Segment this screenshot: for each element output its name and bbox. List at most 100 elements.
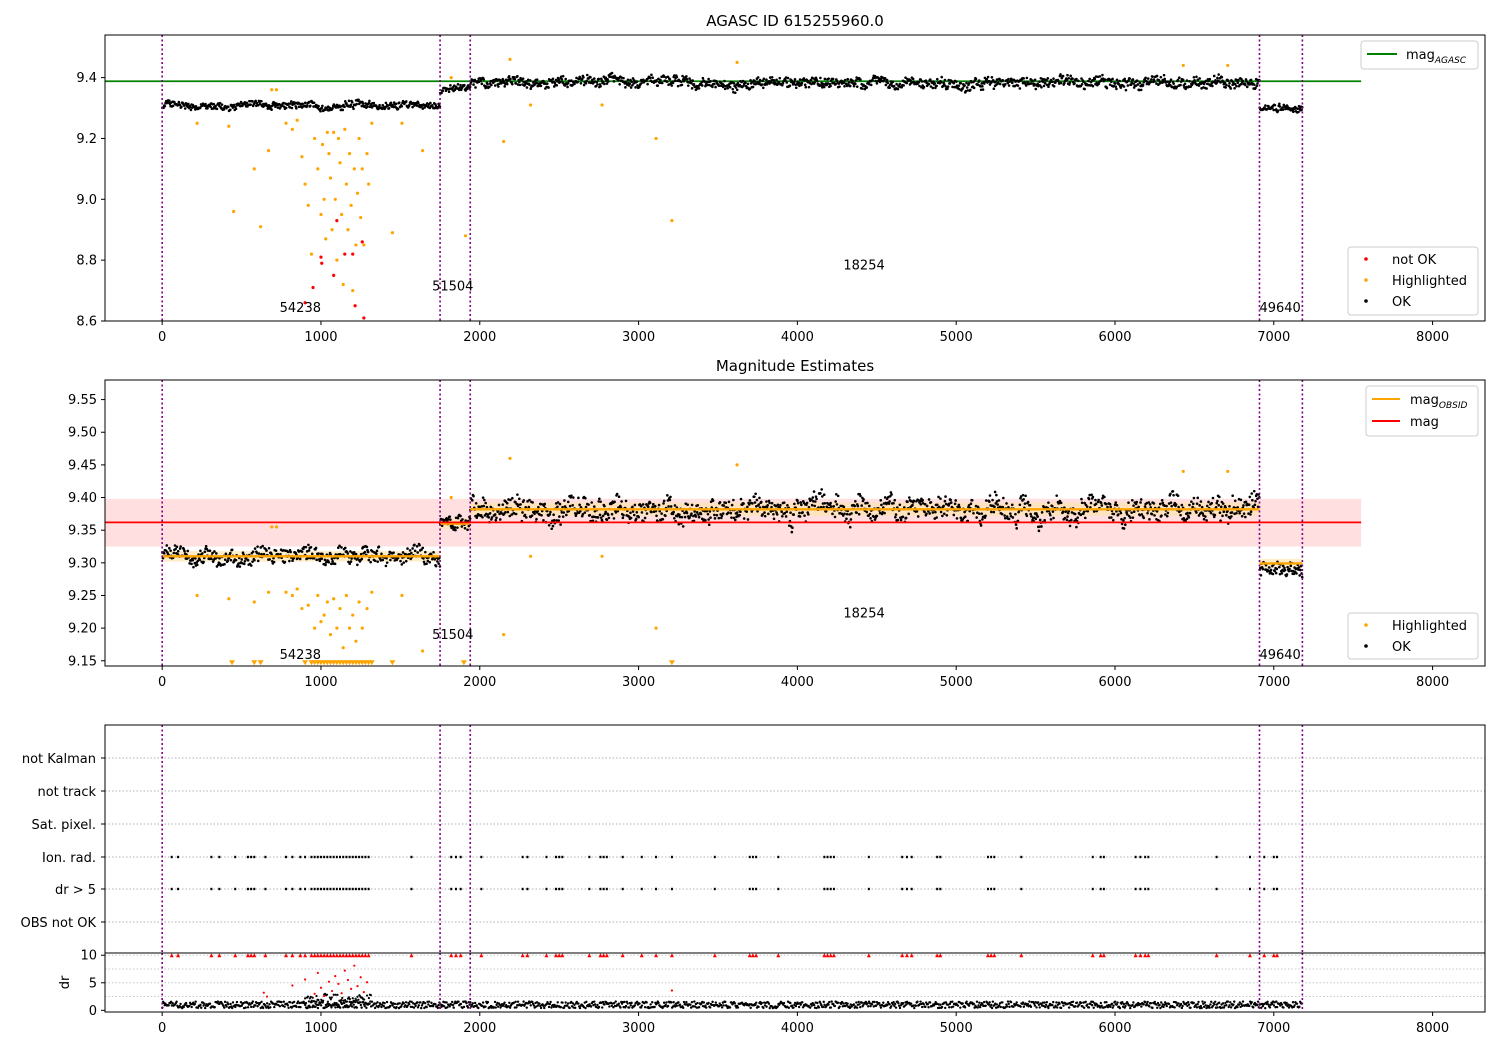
ok-point bbox=[606, 513, 610, 517]
highlighted-point bbox=[351, 613, 355, 617]
ok-point bbox=[980, 512, 984, 515]
ok-point bbox=[1049, 513, 1052, 517]
ok-point bbox=[1103, 495, 1106, 499]
ok-point bbox=[796, 501, 800, 505]
flag-event bbox=[605, 855, 608, 859]
ok-point bbox=[812, 490, 816, 493]
ok-point bbox=[1166, 511, 1170, 515]
ok-point bbox=[243, 559, 247, 563]
ok-point bbox=[1175, 85, 1179, 89]
ok-point bbox=[935, 503, 939, 507]
ok-point bbox=[628, 82, 632, 85]
ok-point bbox=[974, 77, 978, 81]
ok-point bbox=[518, 83, 522, 87]
flag-event bbox=[313, 855, 316, 859]
ok-point bbox=[1172, 82, 1175, 85]
plot-area-3 bbox=[105, 725, 1485, 953]
dr-point bbox=[888, 1003, 891, 1006]
ok-point bbox=[592, 505, 596, 508]
flag-row-label: not track bbox=[37, 785, 96, 800]
ok-point bbox=[566, 500, 570, 504]
ok-point bbox=[214, 557, 217, 560]
ok-point bbox=[958, 505, 961, 509]
ok-point bbox=[1225, 513, 1228, 517]
ok-point bbox=[498, 518, 502, 521]
ok-point bbox=[1160, 514, 1163, 517]
ok-point bbox=[965, 81, 968, 85]
ok-point bbox=[1229, 87, 1233, 90]
ok-point bbox=[384, 564, 388, 568]
dr-point bbox=[423, 1006, 426, 1010]
ok-point bbox=[1037, 529, 1041, 533]
ok-point bbox=[176, 549, 180, 553]
ok-point bbox=[1267, 105, 1270, 108]
ok-point bbox=[1238, 511, 1241, 515]
ok-point bbox=[1211, 84, 1214, 88]
ok-point bbox=[366, 105, 369, 109]
ok-point bbox=[859, 78, 862, 81]
ok-point bbox=[508, 514, 512, 518]
ok-point bbox=[1089, 80, 1093, 84]
dr-point bbox=[820, 1003, 823, 1007]
ok-point bbox=[641, 503, 645, 506]
dr-point bbox=[601, 1000, 605, 1004]
ok-point bbox=[742, 502, 745, 505]
axes-frame-2 bbox=[104, 379, 1486, 667]
highlighted-point bbox=[274, 88, 279, 92]
dr-point bbox=[359, 1003, 363, 1007]
ok-point bbox=[484, 85, 488, 88]
ok-point bbox=[748, 499, 752, 502]
ok-point bbox=[1117, 83, 1121, 86]
ok-point bbox=[707, 518, 710, 521]
ok-point bbox=[634, 517, 638, 521]
ok-point bbox=[935, 77, 939, 81]
ok-point bbox=[749, 79, 752, 82]
dr-point bbox=[797, 1005, 801, 1009]
dr-point bbox=[190, 1005, 193, 1009]
ok-point bbox=[547, 86, 550, 89]
ok-point bbox=[506, 510, 510, 514]
highlighted-point bbox=[284, 121, 288, 125]
ok-point bbox=[1182, 516, 1186, 520]
ok-point bbox=[706, 80, 710, 84]
ok-point bbox=[314, 546, 318, 550]
ok-point bbox=[739, 510, 742, 514]
ok-point bbox=[1038, 518, 1042, 522]
ok-point bbox=[400, 563, 404, 566]
flag-event bbox=[748, 855, 751, 859]
ok-point bbox=[1244, 83, 1247, 87]
ok-point bbox=[1108, 83, 1112, 86]
dr-point bbox=[651, 1001, 654, 1004]
highlighted-limit-marker bbox=[368, 660, 375, 666]
ok-point bbox=[577, 496, 580, 500]
ok-point bbox=[869, 83, 873, 87]
flag-event bbox=[748, 887, 751, 891]
ok-point bbox=[1186, 511, 1189, 515]
ok-point bbox=[746, 505, 749, 509]
x-tick-label: 6000 bbox=[1098, 330, 1131, 345]
dr-point bbox=[848, 1006, 852, 1010]
ok-point bbox=[957, 84, 961, 87]
dr-point bbox=[231, 1006, 234, 1010]
ok-point bbox=[942, 512, 946, 516]
ok-point bbox=[380, 552, 383, 556]
dr-point bbox=[782, 1001, 786, 1005]
flag-row-label: not Kalman bbox=[22, 752, 96, 767]
ok-point bbox=[1269, 568, 1273, 572]
ok-point bbox=[1255, 84, 1259, 88]
dr-point bbox=[789, 1001, 792, 1005]
ok-point bbox=[667, 505, 670, 508]
ok-point bbox=[174, 547, 177, 551]
ok-point bbox=[327, 560, 331, 564]
ok-point bbox=[185, 557, 189, 560]
ok-point bbox=[516, 83, 520, 86]
highlighted-point bbox=[351, 288, 355, 293]
ok-point bbox=[1285, 573, 1289, 576]
highlighted-point bbox=[359, 215, 363, 220]
ok-point bbox=[1055, 494, 1059, 497]
ok-point bbox=[823, 77, 827, 81]
ok-point bbox=[585, 73, 589, 77]
ok-point bbox=[309, 545, 313, 549]
ok-point bbox=[709, 500, 713, 504]
ok-point bbox=[843, 84, 846, 88]
